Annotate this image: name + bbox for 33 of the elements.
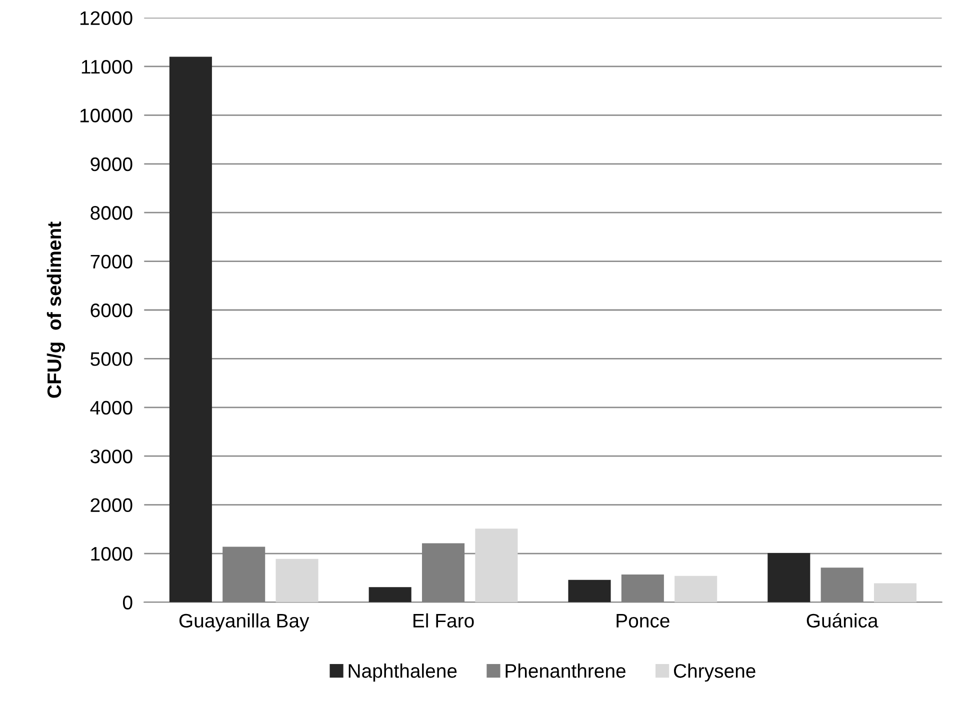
x-tick-label: Guayanilla Bay — [179, 613, 310, 632]
bar — [874, 583, 917, 602]
y-tick-label: 8000 — [90, 206, 132, 220]
y-tick-label: 1000 — [91, 546, 132, 561]
x-tick-label: Ponce — [616, 614, 670, 628]
y-axis-title: CFU/g of sediment — [46, 222, 66, 398]
legend-label: Chrysene — [674, 664, 756, 682]
bar — [568, 580, 611, 602]
bar — [820, 568, 864, 602]
y-tick-label: 12000 — [80, 11, 132, 26]
y-tick-label: 7000 — [90, 254, 132, 269]
bar — [475, 528, 518, 602]
y-tick-label: 0 — [122, 596, 132, 610]
legend-label: Phenanthrene — [506, 664, 626, 678]
y-tick-label: 2000 — [90, 498, 132, 512]
y-tick-label: 4000 — [90, 400, 132, 415]
bar — [768, 553, 810, 602]
y-tick-label: 5000 — [90, 352, 132, 366]
x-tick-label: El Faro — [414, 613, 474, 628]
bar — [621, 574, 664, 602]
y-tick-label: 11000 — [82, 60, 132, 74]
bar — [169, 56, 212, 602]
y-tick-label: 6000 — [90, 303, 132, 318]
y-tick-label: 3000 — [90, 450, 132, 464]
bar — [368, 587, 412, 602]
x-tick-label: Guánica — [806, 613, 878, 628]
y-tick-label: 10000 — [80, 108, 132, 122]
y-tick-label: 9000 — [90, 157, 132, 172]
bar — [222, 546, 266, 602]
legend-label: Naphthalene — [348, 664, 457, 682]
bar — [422, 543, 465, 602]
bar — [674, 576, 718, 602]
bar — [276, 558, 318, 602]
